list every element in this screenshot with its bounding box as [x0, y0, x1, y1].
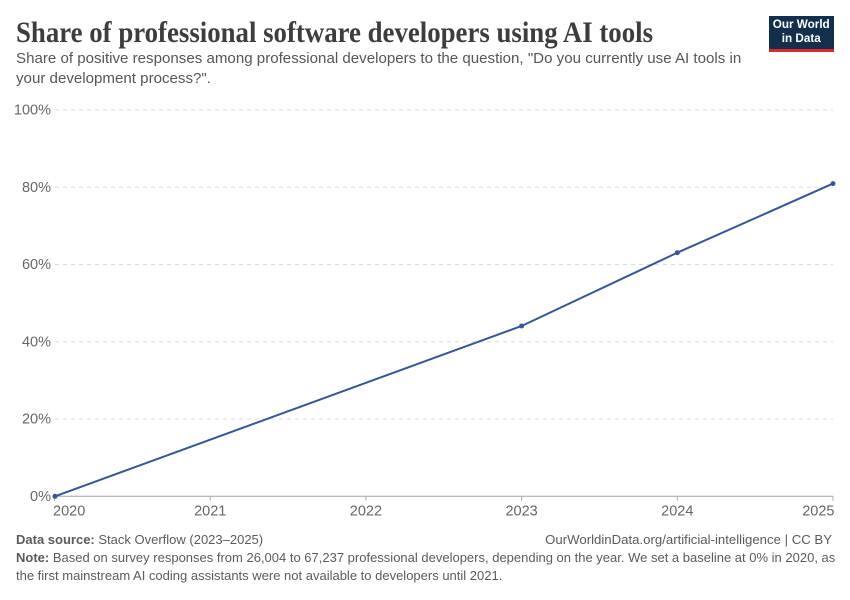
- svg-text:40%: 40%: [22, 334, 51, 350]
- svg-text:2021: 2021: [194, 504, 226, 520]
- svg-text:2024: 2024: [661, 504, 693, 520]
- svg-text:80%: 80%: [22, 180, 51, 196]
- svg-text:60%: 60%: [22, 257, 51, 273]
- svg-text:2023: 2023: [505, 504, 537, 520]
- svg-text:2022: 2022: [350, 504, 382, 520]
- svg-text:100%: 100%: [14, 103, 51, 119]
- svg-text:2025: 2025: [802, 504, 834, 520]
- svg-text:2020: 2020: [53, 504, 85, 520]
- svg-text:20%: 20%: [22, 412, 51, 428]
- svg-text:0%: 0%: [30, 489, 51, 505]
